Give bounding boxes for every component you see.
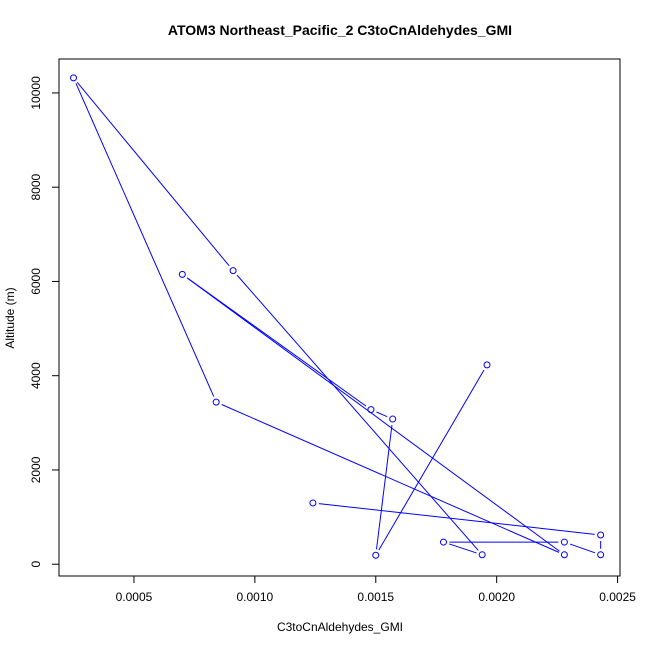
data-point bbox=[389, 415, 397, 423]
y-tick-label: 6000 bbox=[29, 268, 43, 295]
x-tick-label: 0.0005 bbox=[116, 590, 153, 604]
data-point bbox=[560, 551, 568, 559]
series-segment bbox=[569, 543, 596, 554]
series-segment bbox=[75, 83, 215, 397]
data-point bbox=[597, 551, 605, 559]
y-axis-label: Altitude (m) bbox=[3, 287, 17, 348]
y-tick-label: 4000 bbox=[29, 362, 43, 389]
data-point bbox=[439, 538, 447, 546]
plot-frame bbox=[58, 58, 621, 577]
data-point bbox=[212, 398, 220, 406]
series-layer bbox=[70, 74, 605, 559]
y-axis: 0 2000 4000 6000 8000 10000 bbox=[29, 76, 60, 568]
series-segment bbox=[76, 82, 230, 267]
series-segment bbox=[378, 369, 485, 551]
data-point bbox=[372, 551, 380, 559]
y-tick-label: 0 bbox=[29, 561, 43, 568]
series-segment bbox=[221, 404, 560, 553]
x-tick-label: 0.0015 bbox=[357, 590, 394, 604]
data-point bbox=[70, 74, 78, 82]
series-segment bbox=[186, 277, 367, 407]
data-point bbox=[309, 499, 317, 507]
data-point bbox=[178, 270, 186, 278]
series-segment bbox=[318, 503, 595, 535]
series-segment bbox=[236, 274, 479, 551]
data-point bbox=[560, 538, 568, 546]
series-segment bbox=[376, 411, 388, 418]
data-point bbox=[229, 267, 237, 275]
x-axis: 0.0005 0.0010 0.0015 0.0020 0.0025 bbox=[116, 575, 636, 604]
x-tick-label: 0.0020 bbox=[478, 590, 515, 604]
x-tick-label: 0.0025 bbox=[599, 590, 636, 604]
y-tick-label: 10000 bbox=[29, 76, 43, 110]
chart-title: ATOM3 Northeast_Pacific_2 C3toCnAldehyde… bbox=[168, 22, 512, 38]
data-point bbox=[597, 531, 605, 539]
x-tick-label: 0.0010 bbox=[237, 590, 274, 604]
y-tick-label: 2000 bbox=[29, 456, 43, 483]
series-segment bbox=[186, 277, 560, 552]
series-segment bbox=[376, 424, 393, 550]
series-segment bbox=[449, 543, 477, 554]
x-axis-label: C3toCnAldehydes_GMI bbox=[277, 620, 403, 634]
data-point bbox=[478, 551, 486, 559]
data-point bbox=[367, 406, 375, 414]
y-tick-label: 8000 bbox=[29, 174, 43, 201]
data-point bbox=[483, 361, 491, 369]
